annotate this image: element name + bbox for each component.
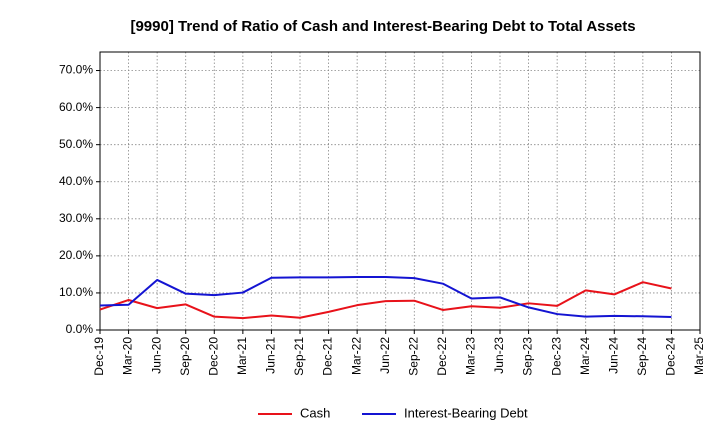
series-line-cash xyxy=(99,281,672,320)
x-tick-label: Dec-19 xyxy=(92,337,106,376)
x-tick-label: Jun-21 xyxy=(264,337,278,374)
x-tick-label: Jun-24 xyxy=(606,337,620,374)
x-tick-label: Sep-23 xyxy=(521,337,535,376)
x-tick-label: Dec-21 xyxy=(321,337,335,376)
x-tick-label: Sep-24 xyxy=(635,337,649,376)
legend: Cash Interest-Bearing Debt xyxy=(258,405,528,420)
plot-area xyxy=(99,51,701,331)
series-line-interest-bearing-debt xyxy=(99,275,672,319)
x-tick-label: Mar-22 xyxy=(349,337,363,375)
x-tick-label: Dec-24 xyxy=(664,337,678,376)
x-axis: Dec-19 Mar-20 Jun-20 Sep-20 Dec-20 Mar-21 Jun-… xyxy=(92,330,706,376)
x-tick-label: Jun-22 xyxy=(378,337,392,374)
x-tick-label: Sep-22 xyxy=(406,337,420,376)
x-tick-label: Mar-23 xyxy=(464,337,478,375)
y-tick-label: 10.0% xyxy=(59,285,93,299)
y-axis: 0.0% 10.0% 20.0% 30.0% 40.0% 50.0% 60.0% 70.0% xyxy=(59,63,100,336)
y-tick-label: 40.0% xyxy=(59,174,93,188)
y-tick-label: 50.0% xyxy=(59,137,93,151)
x-tick-label: Mar-24 xyxy=(578,337,592,375)
chart-title: [9990] Trend of Ratio of Cash and Intere… xyxy=(130,18,635,35)
series-lines xyxy=(99,275,672,320)
x-tick-label: Jun-20 xyxy=(149,337,163,374)
grid xyxy=(100,52,700,330)
y-tick-label: 60.0% xyxy=(59,100,93,114)
x-tick-label: Mar-20 xyxy=(121,337,135,375)
x-tick-label: Dec-23 xyxy=(549,337,563,376)
legend-label: Interest-Bearing Debt xyxy=(404,405,528,420)
x-tick-label: Mar-21 xyxy=(235,337,249,375)
x-tick-label: Jun-23 xyxy=(492,337,506,374)
x-tick-label: Dec-20 xyxy=(206,337,220,376)
y-tick-label: 20.0% xyxy=(59,248,93,262)
x-tick-label: Mar-25 xyxy=(692,337,706,375)
x-tick-label: Dec-22 xyxy=(435,337,449,376)
y-tick-label: 0.0% xyxy=(66,322,94,336)
legend-label: Cash xyxy=(300,405,330,420)
x-tick-label: Sep-21 xyxy=(292,337,306,376)
x-tick-label: Sep-20 xyxy=(178,337,192,376)
y-tick-label: 70.0% xyxy=(59,63,93,77)
y-tick-label: 30.0% xyxy=(59,211,93,225)
